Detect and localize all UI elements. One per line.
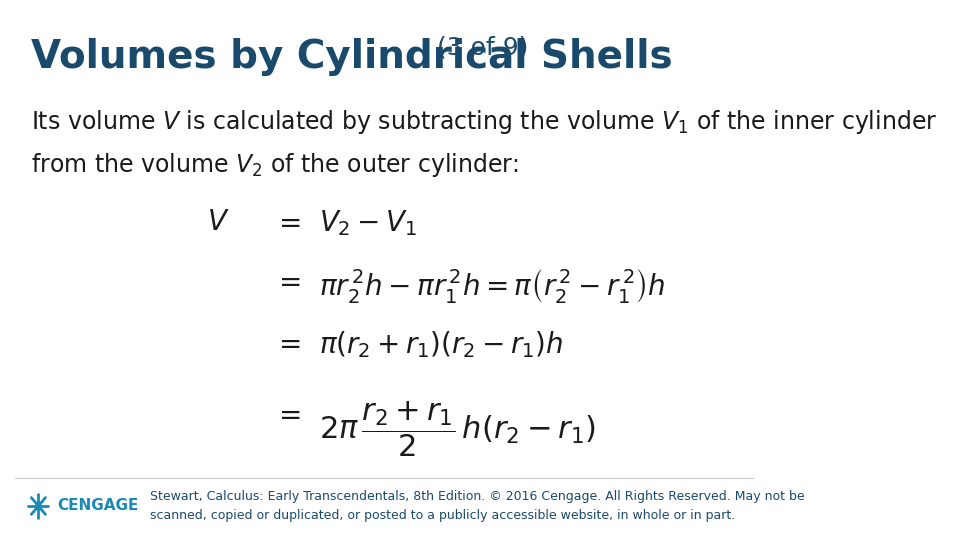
- Text: $\pi r_2^{\,2}h - \pi r_1^{\,2}h = \pi\left(r_2^{\,2} - r_1^{\,2}\right)h$: $\pi r_2^{\,2}h - \pi r_1^{\,2}h = \pi\l…: [319, 267, 665, 305]
- Text: from the volume $V_2$ of the outer cylinder:: from the volume $V_2$ of the outer cylin…: [31, 151, 518, 179]
- Text: $=$: $=$: [273, 208, 300, 236]
- Text: CENGAGE: CENGAGE: [58, 498, 139, 514]
- Text: $=$: $=$: [273, 329, 300, 357]
- Text: $V$: $V$: [207, 208, 230, 236]
- Text: $=$: $=$: [273, 267, 300, 295]
- Text: Stewart, Calculus: Early Transcendentals, 8th Edition. © 2016 Cengage. All Right: Stewart, Calculus: Early Transcendentals…: [150, 490, 804, 522]
- Text: $V_2 - V_1$: $V_2 - V_1$: [319, 208, 417, 238]
- Text: Its volume $V$ is calculated by subtracting the volume $V_1$ of the inner cylind: Its volume $V$ is calculated by subtract…: [31, 108, 937, 136]
- Text: Volumes by Cylindrical Shells: Volumes by Cylindrical Shells: [31, 38, 672, 76]
- Text: $2\pi\,\dfrac{r_2 + r_1}{2}\,h(r_2 - r_1)$: $2\pi\,\dfrac{r_2 + r_1}{2}\,h(r_2 - r_1…: [319, 400, 595, 459]
- Text: $\pi (r_2 + r_1)(r_2 - r_1)h$: $\pi (r_2 + r_1)(r_2 - r_1)h$: [319, 329, 563, 360]
- Text: $=$: $=$: [273, 400, 300, 428]
- Text: (3 of 9): (3 of 9): [428, 35, 528, 59]
